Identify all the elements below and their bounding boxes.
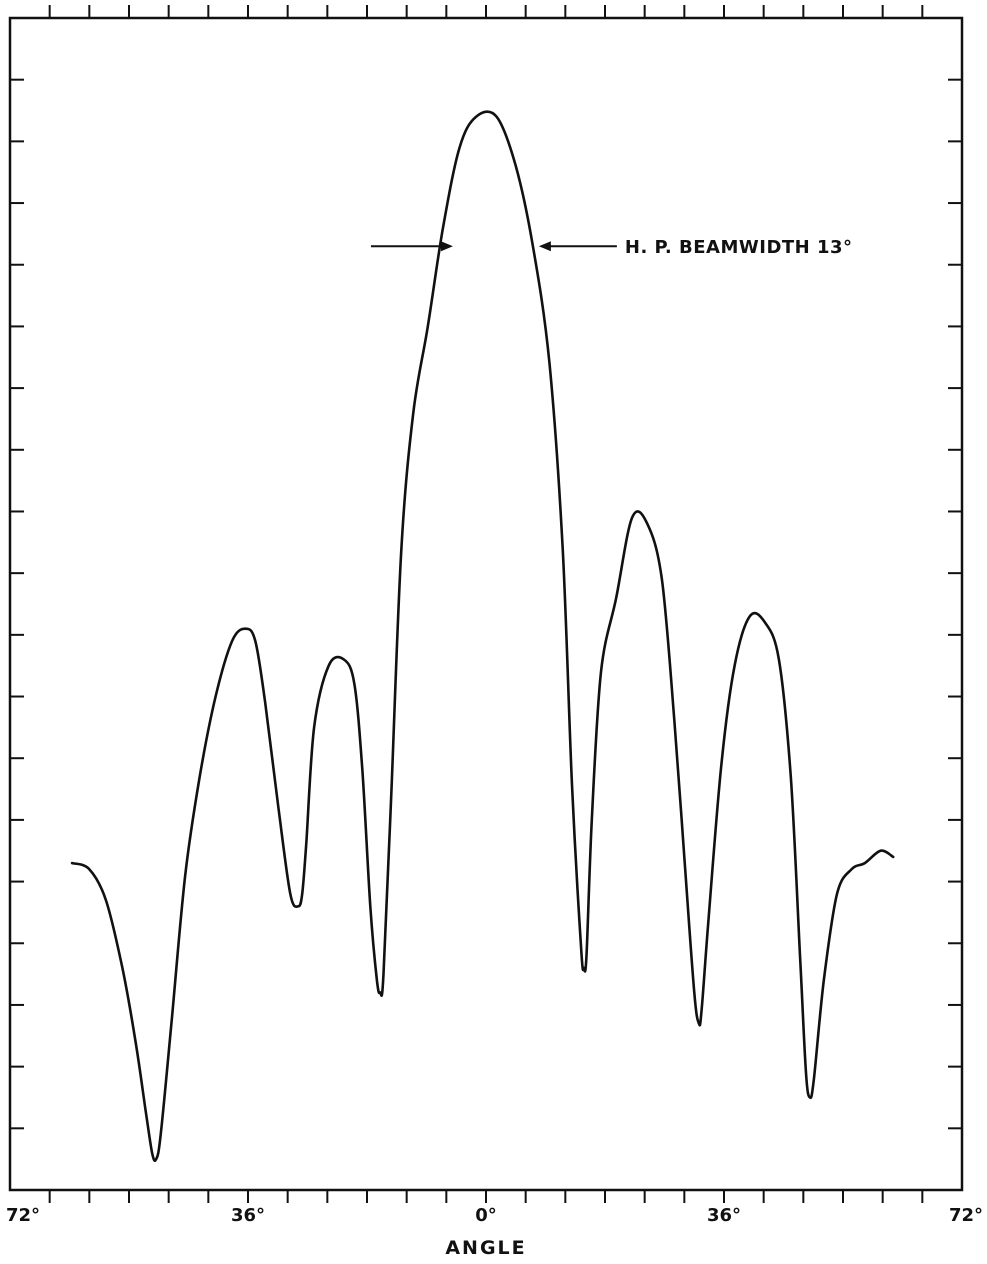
beamwidth-label: H. P. BEAMWIDTH 13°	[625, 237, 853, 258]
y-axis-ticks	[10, 78, 962, 1130]
x-tick-label: 0°	[475, 1205, 497, 1226]
x-axis-tick-labels: 72° 36° 0° 36° 72°	[6, 1205, 983, 1226]
beamwidth-left-arrowhead	[440, 241, 453, 252]
series-line	[70, 110, 895, 1163]
x-axis-ticks	[48, 5, 924, 1203]
x-tick-label: 36°	[707, 1205, 741, 1226]
x-axis-title: ANGLE	[445, 1237, 526, 1259]
x-tick-label: 72°	[949, 1205, 983, 1226]
beamwidth-right-arrowhead	[538, 241, 551, 252]
beamwidth-annotation: H. P. BEAMWIDTH 13°	[370, 237, 853, 258]
x-tick-label: 36°	[231, 1205, 265, 1226]
x-tick-label: 72°	[6, 1205, 40, 1226]
